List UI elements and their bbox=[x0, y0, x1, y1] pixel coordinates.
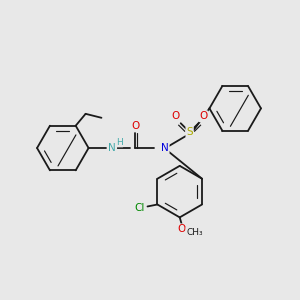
Text: S: S bbox=[186, 127, 193, 137]
Text: O: O bbox=[131, 121, 139, 131]
Text: H: H bbox=[116, 138, 123, 147]
Text: N: N bbox=[161, 143, 169, 153]
Text: O: O bbox=[200, 111, 208, 121]
Text: O: O bbox=[178, 224, 186, 234]
Text: O: O bbox=[172, 111, 180, 121]
Text: CH₃: CH₃ bbox=[186, 228, 203, 237]
Text: N: N bbox=[109, 143, 116, 153]
Text: Cl: Cl bbox=[134, 203, 145, 214]
